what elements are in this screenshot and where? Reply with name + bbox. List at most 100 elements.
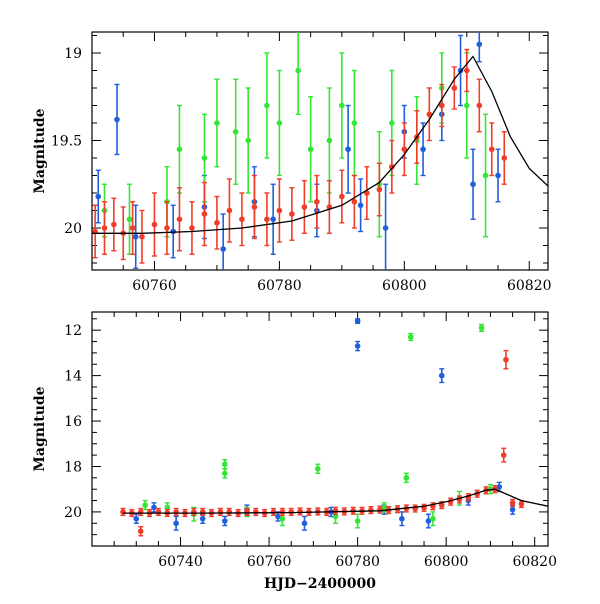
plot-area — [92, 32, 548, 270]
data-point — [354, 518, 361, 524]
data-point — [133, 515, 140, 522]
data-point — [151, 221, 158, 228]
data-point — [482, 172, 489, 179]
bottom-panel: 60740 60760 60780 60800 60820 12 14 16 18 20 Magni… — [32, 311, 557, 592]
data-point — [137, 509, 144, 515]
data-point — [164, 225, 170, 231]
data-point — [101, 225, 108, 231]
data-point — [439, 102, 445, 109]
data-point — [253, 509, 259, 515]
data-point — [509, 506, 516, 513]
x-tick-label: 60780 — [335, 554, 380, 570]
data-point — [430, 515, 436, 522]
data-point — [301, 204, 308, 210]
data-point — [279, 509, 286, 515]
data-point — [332, 513, 339, 520]
data-point — [301, 520, 308, 527]
data-point — [357, 202, 364, 209]
data-point — [518, 501, 525, 507]
data-point — [389, 120, 395, 126]
data-point — [95, 193, 102, 200]
data-point — [217, 509, 224, 515]
data-point — [279, 515, 286, 522]
x-tick-label: 60760 — [247, 554, 292, 570]
data-point — [501, 155, 508, 161]
data-point — [176, 146, 183, 153]
model-curve — [123, 488, 548, 514]
x-tick-label: 60760 — [132, 278, 177, 294]
data-point — [276, 207, 283, 214]
data-point — [170, 228, 177, 235]
data-point — [201, 155, 208, 161]
data-point — [164, 504, 171, 511]
y-axis-label: Magnitude — [32, 108, 48, 193]
x-tick-label: 60820 — [512, 554, 557, 570]
series-blue — [95, 32, 501, 270]
data-point — [399, 515, 405, 522]
data-point — [288, 509, 295, 515]
y-tick-label: 20 — [64, 221, 82, 237]
data-point — [276, 120, 283, 126]
plot-frame — [91, 311, 549, 547]
data-point — [351, 120, 358, 126]
data-point — [199, 509, 206, 515]
y-tick-label: 16 — [64, 414, 82, 430]
data-point — [199, 515, 206, 522]
data-point — [488, 146, 495, 153]
data-point — [226, 509, 233, 515]
data-point — [251, 204, 258, 210]
data-point — [173, 509, 179, 515]
data-point — [297, 508, 303, 515]
data-point — [307, 146, 314, 153]
data-point — [244, 509, 250, 515]
data-point — [176, 216, 183, 223]
series-red — [120, 349, 525, 537]
data-point — [201, 211, 208, 217]
data-point — [476, 41, 483, 48]
data-point — [500, 452, 507, 458]
data-point — [389, 163, 395, 170]
data-point — [509, 500, 516, 506]
data-point — [332, 507, 339, 514]
model-curve — [92, 55, 548, 234]
data-point — [463, 67, 470, 74]
data-point — [376, 186, 383, 193]
y-tick-label: 19 — [64, 46, 82, 62]
data-point — [214, 219, 220, 226]
data-point — [354, 318, 361, 324]
data-point — [463, 102, 470, 109]
data-point — [326, 137, 333, 144]
y-tick-label: 20 — [64, 505, 82, 521]
data-point — [275, 513, 281, 520]
data-point — [222, 470, 228, 477]
series-green — [142, 323, 494, 529]
data-point — [368, 507, 374, 513]
data-point — [270, 509, 277, 515]
data-point — [425, 518, 432, 524]
data-point — [339, 102, 345, 109]
data-point — [345, 146, 351, 153]
data-point — [403, 475, 410, 481]
x-tick-label: 60820 — [507, 278, 552, 294]
x-tick-label: 60740 — [158, 554, 203, 570]
data-point — [139, 233, 145, 240]
data-point — [478, 325, 485, 331]
data-point — [220, 246, 226, 252]
data-point — [354, 343, 361, 349]
data-point — [496, 484, 503, 490]
data-point — [451, 85, 458, 91]
data-point — [270, 216, 276, 223]
data-point — [476, 102, 483, 109]
y-tick-label: 18 — [64, 459, 82, 475]
data-point — [420, 146, 426, 153]
y-tick-label: 19.5 — [51, 134, 82, 150]
data-point — [351, 198, 358, 205]
data-point — [438, 372, 445, 379]
data-point — [314, 465, 321, 472]
data-point — [129, 225, 136, 231]
x-axis-label: HJD−2400000 — [264, 576, 376, 592]
plot-frame — [91, 31, 549, 271]
data-point — [503, 356, 509, 363]
